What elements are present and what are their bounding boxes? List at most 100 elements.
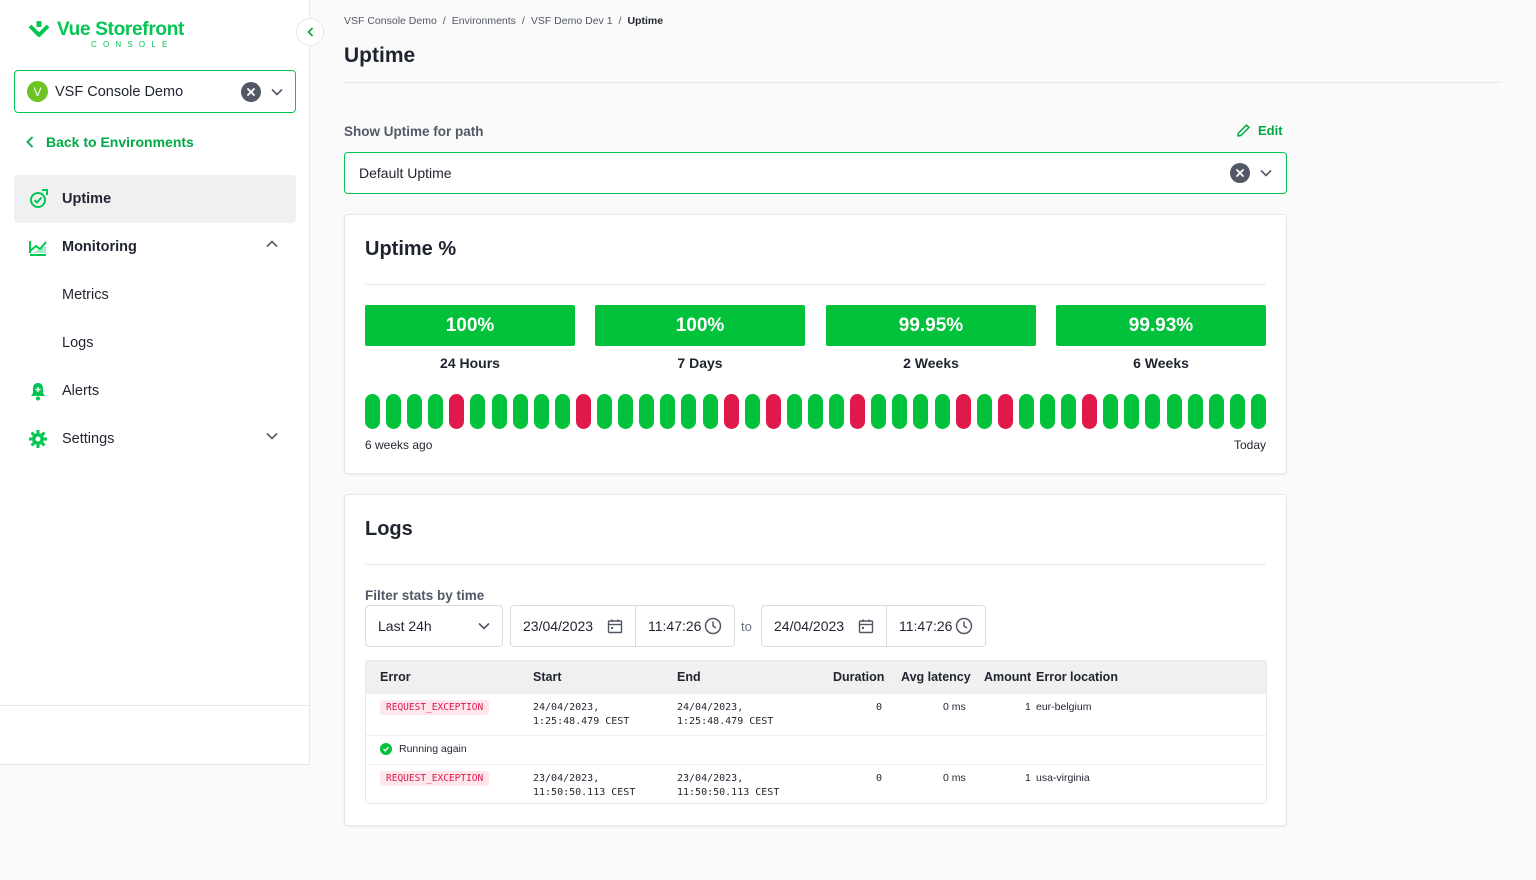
breadcrumb-organization[interactable]: VSF Console Demo [344,15,437,27]
uptime-timeline [365,394,1266,429]
uptime-stat-value: 100% [365,305,575,346]
uptime-bar-up[interactable] [934,394,950,429]
clock-icon[interactable] [955,617,973,635]
uptime-bar-up[interactable] [744,394,760,429]
sidebar-item-alerts[interactable]: Alerts [14,367,296,415]
uptime-bar-up[interactable] [1124,394,1140,429]
uptime-bar-up[interactable] [491,394,507,429]
end-cell: 23/04/2023, 11:50:50.113 CEST [677,773,780,798]
uptime-bar-up[interactable] [1103,394,1119,429]
clock-icon[interactable] [704,617,722,635]
time-range-select[interactable]: Last 24h [365,605,503,647]
status-text: Running again [399,743,467,755]
uptime-bar-up[interactable] [702,394,718,429]
uptime-bar-up[interactable] [1061,394,1077,429]
uptime-bar-up[interactable] [386,394,402,429]
uptime-bar-up[interactable] [681,394,697,429]
page-title: Uptime [344,44,416,67]
chevron-down-icon [478,622,490,630]
uptime-bar-down[interactable] [850,394,866,429]
uptime-bar-down[interactable] [997,394,1013,429]
sidebar-subitem-logs[interactable]: Logs [62,335,94,351]
uptime-bar-up[interactable] [470,394,486,429]
path-filter-label: Show Uptime for path [344,124,484,139]
sidebar-item-label: Monitoring [62,239,137,255]
clear-icon[interactable] [1230,163,1250,183]
uptime-bar-up[interactable] [597,394,613,429]
start-cell: 24/04/2023, 1:25:48.479 CEST [533,702,630,727]
uptime-bar-up[interactable] [1250,394,1266,429]
from-date-field[interactable]: 23/04/2023 [510,605,636,647]
check-circle-icon [380,743,392,756]
card-divider [365,564,1266,565]
uptime-bar-up[interactable] [976,394,992,429]
uptime-bar-down[interactable] [1082,394,1098,429]
sidebar-item-settings[interactable]: Settings [14,415,296,463]
sidebar-item-monitoring[interactable]: Monitoring [14,223,296,271]
error-type-badge: REQUEST_EXCEPTION [380,771,490,786]
collapse-sidebar-button[interactable] [296,18,324,46]
back-to-environments-link[interactable]: Back to Environments [26,134,194,150]
sidebar-subitem-metrics[interactable]: Metrics [62,287,109,303]
uptime-bar-down[interactable] [955,394,971,429]
uptime-bar-up[interactable] [639,394,655,429]
uptime-stat-6w: 99.93% 6 Weeks [1056,305,1266,371]
column-header-error: Error [380,670,411,684]
calendar-icon[interactable] [607,618,623,634]
to-date-field[interactable]: 24/04/2023 [761,605,887,647]
chevron-down-icon[interactable] [1260,169,1272,177]
table-row[interactable]: REQUEST_EXCEPTION 24/04/2023, 1:25:48.479… [366,693,1266,735]
to-time-field[interactable]: 11:47:26 [886,605,986,647]
gear-icon [28,429,48,449]
from-time-value: 11:47:26 [648,618,702,634]
uptime-bar-down[interactable] [449,394,465,429]
uptime-bar-up[interactable] [892,394,908,429]
uptime-bar-up[interactable] [807,394,823,429]
uptime-bar-up[interactable] [1187,394,1203,429]
edit-path-button[interactable]: Edit [1236,123,1283,138]
uptime-bar-up[interactable] [365,394,380,429]
organization-select[interactable]: V VSF Console Demo [14,70,296,113]
uptime-bar-up[interactable] [1018,394,1034,429]
uptime-bar-up[interactable] [554,394,570,429]
sidebar-item-uptime[interactable]: Uptime [14,175,296,223]
uptime-bar-up[interactable] [407,394,423,429]
path-select[interactable]: Default Uptime [344,152,1287,194]
clear-icon[interactable] [241,81,261,102]
uptime-bar-up[interactable] [1229,394,1245,429]
uptime-bar-down[interactable] [765,394,781,429]
uptime-bar-up[interactable] [1145,394,1161,429]
uptime-bar-up[interactable] [786,394,802,429]
from-time-field[interactable]: 11:47:26 [635,605,735,647]
uptime-stat-label: 7 Days [677,355,723,371]
table-row[interactable]: REQUEST_EXCEPTION 23/04/2023, 11:50:50.11… [366,764,1266,803]
breadcrumb-current: Uptime [627,15,664,27]
uptime-bar-up[interactable] [660,394,676,429]
uptime-stat-value: 99.93% [1056,305,1266,346]
pencil-icon [1237,124,1250,137]
uptime-bar-up[interactable] [1208,394,1224,429]
uptime-bar-up[interactable] [512,394,528,429]
amount-cell: 1 [1025,701,1031,713]
timeline-start-label: 6 weeks ago [365,438,433,452]
uptime-stat-7d: 100% 7 Days [595,305,805,371]
uptime-bar-up[interactable] [1166,394,1182,429]
uptime-bar-up[interactable] [533,394,549,429]
vue-storefront-logo[interactable]: Vue Storefront CONSOLE [27,19,184,49]
uptime-bar-up[interactable] [1040,394,1055,429]
uptime-bar-up[interactable] [618,394,634,429]
timeline-end-label: Today [1233,438,1266,452]
uptime-bar-up[interactable] [428,394,444,429]
uptime-bar-up[interactable] [829,394,845,429]
column-header-error-location: Error location [1036,670,1118,684]
from-date-value: 23/04/2023 [523,618,594,634]
uptime-bar-up[interactable] [871,394,887,429]
calendar-icon[interactable] [858,618,874,634]
uptime-bar-up[interactable] [913,394,929,429]
breadcrumb-environment[interactable]: VSF Demo Dev 1 [530,15,613,27]
chevron-down-icon[interactable] [271,88,283,96]
uptime-bar-down[interactable] [575,394,591,429]
uptime-bar-down[interactable] [723,394,739,429]
uptime-stat-label: 24 Hours [440,355,500,371]
breadcrumb-environments[interactable]: Environments [451,15,516,27]
